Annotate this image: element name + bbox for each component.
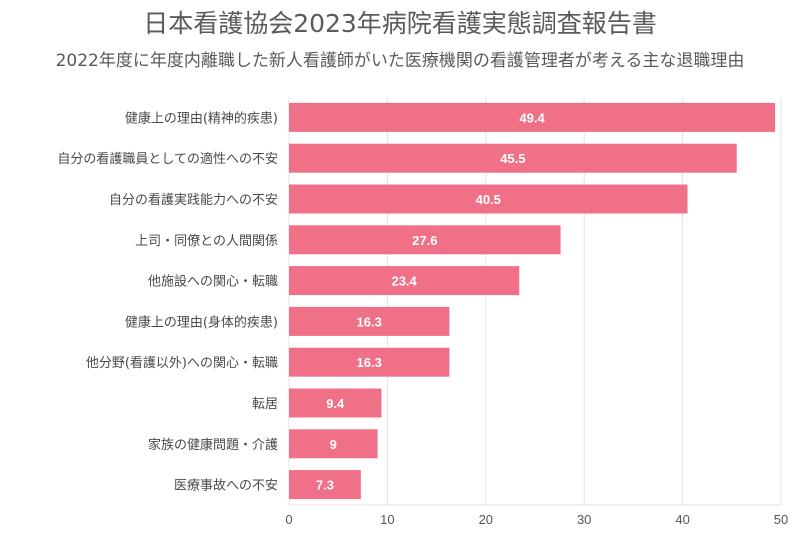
bar-value-label: 9.4 [326, 396, 345, 411]
bar-value-label: 7.3 [316, 478, 334, 493]
bar-value-label: 40.5 [476, 192, 501, 207]
bar-value-label: 27.6 [412, 233, 437, 248]
category-label: 医療事故への不安 [174, 479, 278, 494]
category-label: 健康上の理由(精神的疾患) [125, 110, 278, 126]
bar [289, 102, 776, 132]
x-tick-labels: 0 10 20 30 40 50 [285, 512, 788, 527]
chart-subtitle: 2022年度に年度内離職した新人看護師がいた医療機関の看護管理者が考える主な退職… [55, 51, 745, 71]
bar [289, 388, 382, 418]
bar-value-label: 45.5 [500, 151, 525, 166]
bar-value-label: 9 [330, 437, 337, 452]
bar [289, 184, 688, 214]
bar-value-label: 49.4 [519, 110, 545, 125]
category-label: 他施設への関心・転職 [148, 274, 278, 290]
x-tick-label: 20 [479, 512, 493, 527]
category-label: 自分の看護実践能力への不安 [109, 192, 278, 208]
bar [289, 347, 450, 377]
bar [289, 306, 450, 336]
category-labels: 健康上の理由(精神的疾患) 自分の看護職員としての適性への不安自分の看護実践能力へ… [57, 110, 278, 493]
bar-value-label: 16.3 [357, 355, 382, 370]
bar [289, 470, 361, 500]
bar-value-label: 23.4 [391, 274, 417, 289]
category-label: 上司・同僚との人間関係 [135, 234, 278, 249]
bars: 49.4 45.5 40.5 27.6 23.4 16.3 16.3 9.4 9 7.3 [289, 102, 776, 500]
category-label: 家族の健康問題・介護 [148, 437, 278, 453]
category-label: 自分の看護職員としての適性への不安 [57, 151, 278, 167]
bar [289, 225, 561, 255]
bar-value-label: 16.3 [357, 314, 382, 329]
chart-title: 日本看護協会2023年病院看護実態調査報告書 [143, 9, 657, 38]
bar [289, 429, 378, 459]
bar [289, 143, 737, 173]
bar [289, 266, 520, 296]
x-tick-label: 30 [577, 512, 591, 527]
x-tick-label: 10 [380, 512, 394, 527]
x-tick-label: 40 [675, 512, 689, 527]
x-tick-label: 50 [774, 512, 788, 527]
category-label: 転居 [252, 397, 278, 412]
category-label: 健康上の理由(身体的疾患) [125, 314, 278, 330]
x-tick-label: 0 [285, 512, 292, 527]
category-label: 他分野(看護以外)への関心・転職 [86, 355, 278, 371]
